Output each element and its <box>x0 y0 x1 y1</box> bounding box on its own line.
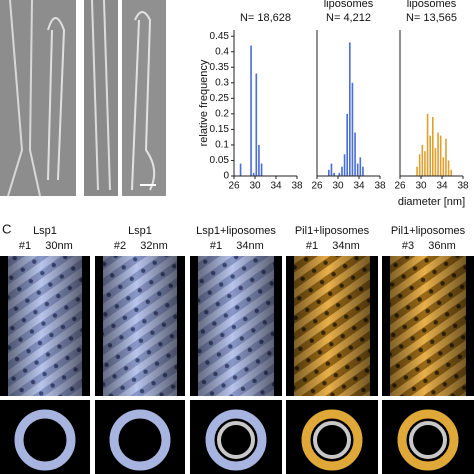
column-id: #3 <box>402 240 414 252</box>
micrographs <box>0 0 166 197</box>
bar <box>447 160 450 176</box>
chart-subtitle: N= 4,212 <box>326 12 371 24</box>
bar <box>252 172 255 176</box>
bar <box>429 135 431 176</box>
column-id: #2 <box>114 240 126 252</box>
bar <box>421 144 424 176</box>
bar <box>432 116 434 176</box>
bar <box>250 45 252 176</box>
column-size: 32nm <box>140 240 168 252</box>
bar <box>418 154 421 176</box>
chart-title: liposomes <box>324 0 374 10</box>
y-tick-label: 0.2 <box>215 109 229 120</box>
bar <box>343 154 346 176</box>
column-size: 36nm <box>428 240 456 252</box>
bar <box>346 113 348 176</box>
ring <box>301 409 363 471</box>
x-tick-label: 38 <box>374 181 386 192</box>
bar <box>328 169 330 176</box>
tube-shade <box>294 256 370 396</box>
bar <box>437 132 439 176</box>
tube-shade <box>198 256 274 396</box>
ring <box>397 409 459 471</box>
bar <box>354 132 356 176</box>
bar <box>351 82 354 176</box>
column-title: Lsp1+liposomes <box>196 225 276 237</box>
bar <box>359 157 362 176</box>
x-tick-label: 38 <box>291 181 303 192</box>
x-tick-label: 34 <box>436 181 448 192</box>
y-tick-label: 0.05 <box>210 155 230 166</box>
chart-title: N= 18,628 <box>240 12 291 24</box>
column-title: Lsp1 <box>128 225 152 237</box>
x-tick-label: 30 <box>249 181 261 192</box>
bar <box>349 42 351 176</box>
ring <box>14 409 76 471</box>
bar <box>416 166 418 176</box>
bar <box>338 172 341 176</box>
x-tick-label: 26 <box>394 181 406 192</box>
bar <box>439 135 442 176</box>
y-axis-label: relative frequency <box>198 59 210 146</box>
bar <box>356 163 359 176</box>
column-id: #1 <box>19 240 31 252</box>
ring-inner <box>313 421 351 459</box>
x-tick-label: 38 <box>457 181 469 192</box>
ring-inner <box>217 421 255 459</box>
bar <box>362 166 364 176</box>
y-tick-label: 0.25 <box>210 93 230 104</box>
ring <box>205 409 267 471</box>
panel-label: C <box>2 221 11 236</box>
y-tick-label: 0.1 <box>215 140 229 151</box>
column-title: Pil1+liposomes <box>391 225 466 237</box>
column-size: 30nm <box>45 240 73 252</box>
x-tick-label: 26 <box>228 181 240 192</box>
bar <box>442 157 445 176</box>
column-title: Pil1+liposomes <box>295 225 370 237</box>
column-size: 34nm <box>236 240 264 252</box>
bar <box>424 151 426 176</box>
y-tick-label: 0.45 <box>210 31 230 42</box>
ring-inner <box>409 421 447 459</box>
x-tick-label: 30 <box>415 181 427 192</box>
bar <box>330 163 333 176</box>
column-id: #1 <box>306 240 318 252</box>
bar <box>255 73 258 176</box>
x-tick-label: 30 <box>332 181 344 192</box>
bar <box>239 163 242 176</box>
tube-shade <box>390 256 466 396</box>
bar <box>260 163 263 176</box>
bar <box>341 166 343 176</box>
column-size: 34nm <box>332 240 360 252</box>
chart-subtitle: N= 13,565 <box>406 12 457 24</box>
bar <box>434 148 437 176</box>
x-tick-label: 26 <box>311 181 323 192</box>
chart-title: liposomes <box>407 0 457 10</box>
y-tick-label: 0.3 <box>215 77 229 88</box>
y-tick-label: 0 <box>223 171 229 182</box>
bar <box>333 172 335 176</box>
ring <box>109 409 171 471</box>
y-tick-label: 0.15 <box>210 124 230 135</box>
column-title: Lsp1 <box>33 225 57 237</box>
x-axis-label: diameter [nm] <box>398 196 465 208</box>
bar <box>426 113 429 176</box>
tube-shade <box>103 256 177 396</box>
tube-shade <box>8 256 82 396</box>
bar <box>450 169 452 176</box>
x-tick-label: 34 <box>353 181 365 192</box>
y-tick-label: 0.35 <box>210 62 230 73</box>
column-id: #1 <box>210 240 222 252</box>
bar <box>445 138 447 176</box>
bar <box>258 144 260 176</box>
y-tick-label: 0.4 <box>215 46 229 57</box>
x-tick-label: 34 <box>270 181 282 192</box>
